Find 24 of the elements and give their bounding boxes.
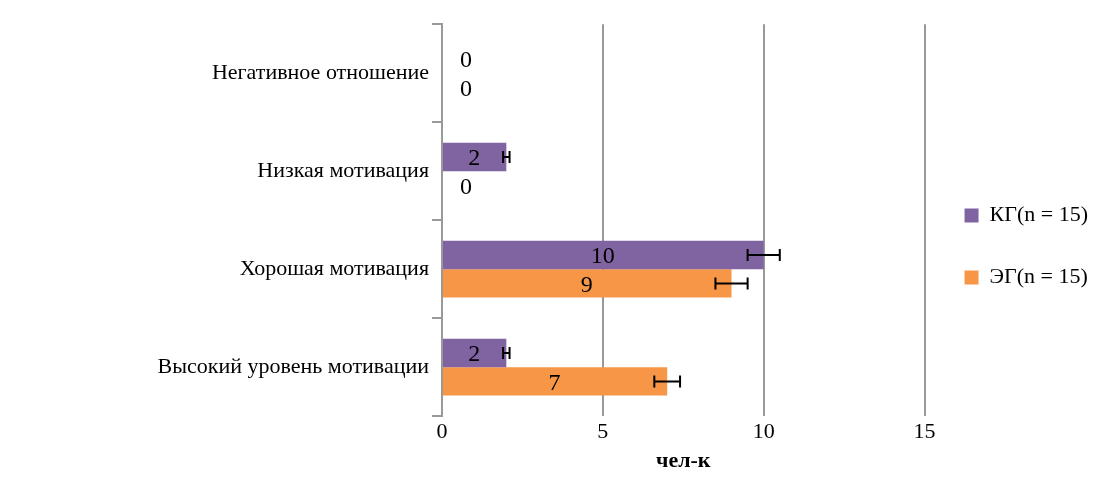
bar <box>443 367 668 396</box>
x-tick-label: 15 <box>913 418 936 444</box>
legend-label: КГ(n = 15) <box>989 201 1088 227</box>
bar <box>443 269 732 298</box>
data-label: 0 <box>460 46 472 73</box>
bar <box>443 240 764 270</box>
y-tick-label: Хорошая мотивация <box>239 254 429 280</box>
data-label: 2 <box>468 144 481 171</box>
data-label: 7 <box>548 368 561 395</box>
x-axis-title: чел-к <box>656 447 711 473</box>
bar <box>443 142 507 172</box>
data-label: 9 <box>580 270 593 297</box>
y-tick-label: Высокий уровень мотивации <box>157 352 430 378</box>
legend-label: ЭГ(n = 15) <box>989 263 1088 289</box>
y-tick-label: Низкая мотивация <box>257 156 429 182</box>
x-tick-label: 10 <box>752 418 775 444</box>
bar <box>443 338 507 368</box>
x-tick-label: 5 <box>597 418 609 444</box>
y-tick-label: Негативное отношение <box>211 58 429 84</box>
data-label: 2 <box>468 340 481 367</box>
data-label: 0 <box>460 74 472 101</box>
data-label: 0 <box>460 172 472 199</box>
data-label: 10 <box>590 242 615 269</box>
x-tick-label: 0 <box>436 418 448 444</box>
